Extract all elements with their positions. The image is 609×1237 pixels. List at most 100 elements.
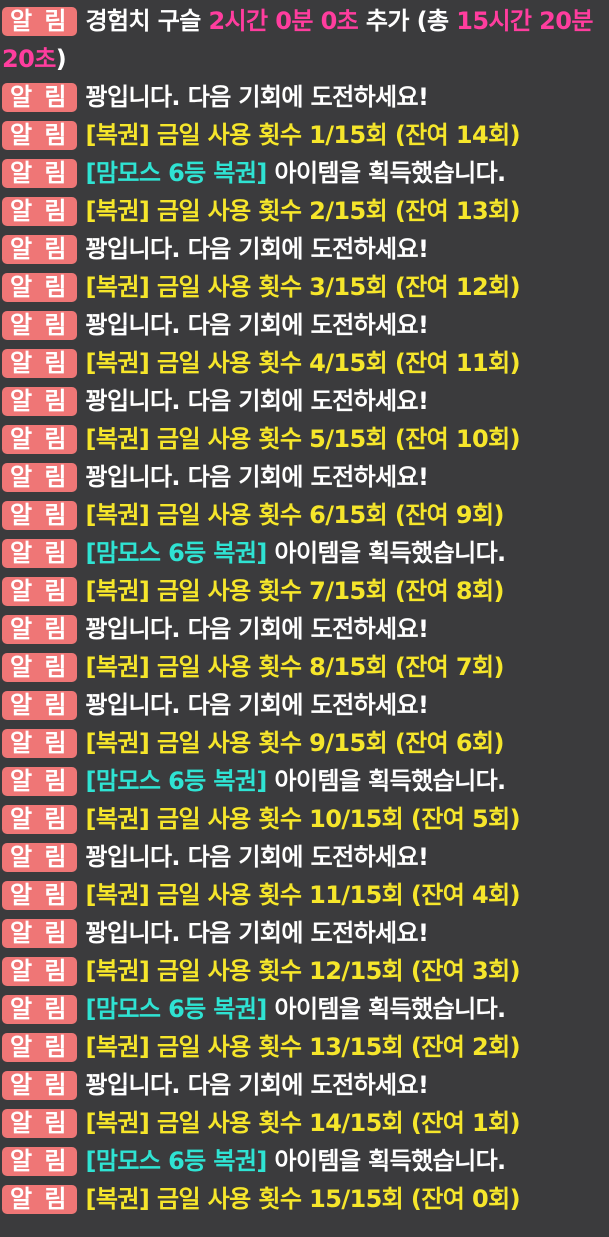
message-text: 꽝입니다. 다음 기회에 도전하세요! <box>85 691 429 719</box>
chat-message: 알 림 [복권] 금일 사용 횟수 13/15회 (잔여 2회) <box>2 1028 607 1066</box>
chat-message: 알 림 [맘모스 6등 복권] 아이템을 획득했습니다. <box>2 762 607 800</box>
message-text: [복권] 금일 사용 횟수 3/15회 (잔여 12회) <box>85 273 521 301</box>
message-text: 아이템을 획득했습니다. <box>266 767 507 795</box>
chat-message: 알 림 꽝입니다. 다음 기회에 도전하세요! <box>2 382 607 420</box>
chat-message: 알 림 [복권] 금일 사용 횟수 10/15회 (잔여 5회) <box>2 800 607 838</box>
chat-message: 알 림 꽝입니다. 다음 기회에 도전하세요! <box>2 1066 607 1104</box>
notice-badge: 알 림 <box>2 767 77 796</box>
notice-badge: 알 림 <box>2 159 77 188</box>
message-text: [맘모스 6등 복권] <box>85 995 268 1023</box>
notice-badge: 알 림 <box>2 463 77 492</box>
message-text: 꽝입니다. 다음 기회에 도전하세요! <box>85 311 429 339</box>
message-text: 꽝입니다. 다음 기회에 도전하세요! <box>85 919 429 947</box>
chat-message: 알 림 꽝입니다. 다음 기회에 도전하세요! <box>2 306 607 344</box>
message-text: 꽝입니다. 다음 기회에 도전하세요! <box>85 387 429 415</box>
chat-message: 알 림 꽝입니다. 다음 기회에 도전하세요! <box>2 914 607 952</box>
chat-message: 알 림 [맘모스 6등 복권] 아이템을 획득했습니다. <box>2 990 607 1028</box>
message-text: [복권] 금일 사용 횟수 7/15회 (잔여 8회) <box>85 577 505 605</box>
chat-message: 알 림 꽝입니다. 다음 기회에 도전하세요! <box>2 686 607 724</box>
message-text: 꽝입니다. 다음 기회에 도전하세요! <box>85 843 429 871</box>
chat-message: 알 림 [맘모스 6등 복권] 아이템을 획득했습니다. <box>2 154 607 192</box>
notice-badge: 알 림 <box>2 843 77 872</box>
chat-message: 알 림 경험치 구슬 2시간 0분 0초 추가 (총 15시간 20분 20초) <box>2 2 607 78</box>
chat-message: 알 림 꽝입니다. 다음 기회에 도전하세요! <box>2 78 607 116</box>
notice-badge: 알 림 <box>2 1185 77 1214</box>
notice-badge: 알 림 <box>2 805 77 834</box>
chat-message: 알 림 [복권] 금일 사용 횟수 14/15회 (잔여 1회) <box>2 1104 607 1142</box>
message-text: [맘모스 6등 복권] <box>85 1147 268 1175</box>
message-text: 2시간 0분 0초 <box>208 7 359 35</box>
chat-message: 알 림 꽝입니다. 다음 기회에 도전하세요! <box>2 838 607 876</box>
notice-badge: 알 림 <box>2 653 77 682</box>
notice-badge: 알 림 <box>2 235 77 264</box>
chat-message: 알 림 [복권] 금일 사용 횟수 4/15회 (잔여 11회) <box>2 344 607 382</box>
notice-badge: 알 림 <box>2 1071 77 1100</box>
notice-badge: 알 림 <box>2 311 77 340</box>
notice-badge: 알 림 <box>2 273 77 302</box>
notice-badge: 알 림 <box>2 83 77 112</box>
message-text: [맘모스 6등 복권] <box>85 539 268 567</box>
chat-message: 알 림 꽝입니다. 다음 기회에 도전하세요! <box>2 458 607 496</box>
chat-message: 알 림 [복권] 금일 사용 횟수 9/15회 (잔여 6회) <box>2 724 607 762</box>
message-text: 꽝입니다. 다음 기회에 도전하세요! <box>85 235 429 263</box>
message-text: [복권] 금일 사용 횟수 14/15회 (잔여 1회) <box>85 1109 521 1137</box>
notice-badge: 알 림 <box>2 501 77 530</box>
notice-badge: 알 림 <box>2 615 77 644</box>
chat-message: 알 림 [복권] 금일 사용 횟수 8/15회 (잔여 7회) <box>2 648 607 686</box>
notice-badge: 알 림 <box>2 729 77 758</box>
notice-badge: 알 림 <box>2 577 77 606</box>
message-text: [복권] 금일 사용 횟수 4/15회 (잔여 11회) <box>85 349 521 377</box>
message-text: 아이템을 획득했습니다. <box>266 159 507 187</box>
notice-badge: 알 림 <box>2 197 77 226</box>
chat-message: 알 림 [복권] 금일 사용 횟수 5/15회 (잔여 10회) <box>2 420 607 458</box>
message-text: 꽝입니다. 다음 기회에 도전하세요! <box>85 1071 429 1099</box>
message-text: 아이템을 획득했습니다. <box>266 995 507 1023</box>
message-text: [복권] 금일 사용 횟수 12/15회 (잔여 3회) <box>85 957 521 985</box>
notice-badge: 알 림 <box>2 1109 77 1138</box>
notice-badge: 알 림 <box>2 425 77 454</box>
chat-message: 알 림 [복권] 금일 사용 횟수 1/15회 (잔여 14회) <box>2 116 607 154</box>
message-text: [복권] 금일 사용 횟수 13/15회 (잔여 2회) <box>85 1033 521 1061</box>
message-text: [복권] 금일 사용 횟수 11/15회 (잔여 4회) <box>85 881 521 909</box>
message-text: 15시간 20분 20초 <box>2 7 601 73</box>
chat-message: 알 림 꽝입니다. 다음 기회에 도전하세요! <box>2 610 607 648</box>
message-text: [복권] 금일 사용 횟수 15/15회 (잔여 0회) <box>85 1185 521 1213</box>
notice-badge: 알 림 <box>2 995 77 1024</box>
message-text: [복권] 금일 사용 횟수 9/15회 (잔여 6회) <box>85 729 505 757</box>
message-text: 꽝입니다. 다음 기회에 도전하세요! <box>85 615 429 643</box>
chat-message: 알 림 [복권] 금일 사용 횟수 15/15회 (잔여 0회) <box>2 1180 607 1218</box>
notice-badge: 알 림 <box>2 1147 77 1176</box>
chat-message: 알 림 꽝입니다. 다음 기회에 도전하세요! <box>2 230 607 268</box>
notice-badge: 알 림 <box>2 7 77 36</box>
message-text: [복권] 금일 사용 횟수 1/15회 (잔여 14회) <box>85 121 521 149</box>
message-text: 경험치 구슬 <box>85 7 209 35</box>
chat-message: 알 림 [맘모스 6등 복권] 아이템을 획득했습니다. <box>2 534 607 572</box>
chat-message: 알 림 [복권] 금일 사용 횟수 11/15회 (잔여 4회) <box>2 876 607 914</box>
notice-badge: 알 림 <box>2 1033 77 1062</box>
message-text: [복권] 금일 사용 횟수 8/15회 (잔여 7회) <box>85 653 505 681</box>
chat-message: 알 림 [복권] 금일 사용 횟수 12/15회 (잔여 3회) <box>2 952 607 990</box>
chat-message: 알 림 [맘모스 6등 복권] 아이템을 획득했습니다. <box>2 1142 607 1180</box>
message-text: [맘모스 6등 복권] <box>85 159 268 187</box>
message-text: [맘모스 6등 복권] <box>85 767 268 795</box>
message-text: 추가 (총 <box>358 7 457 35</box>
notice-badge: 알 림 <box>2 121 77 150</box>
chat-message: 알 림 [복권] 금일 사용 횟수 3/15회 (잔여 12회) <box>2 268 607 306</box>
notice-badge: 알 림 <box>2 691 77 720</box>
notice-badge: 알 림 <box>2 539 77 568</box>
message-text: 꽝입니다. 다음 기회에 도전하세요! <box>85 463 429 491</box>
message-text: 아이템을 획득했습니다. <box>266 1147 507 1175</box>
message-text: [복권] 금일 사용 횟수 10/15회 (잔여 5회) <box>85 805 521 833</box>
notice-badge: 알 림 <box>2 387 77 416</box>
notice-badge: 알 림 <box>2 349 77 378</box>
message-text: ) <box>55 45 67 73</box>
chat-message: 알 림 [복권] 금일 사용 횟수 2/15회 (잔여 13회) <box>2 192 607 230</box>
message-text: [복권] 금일 사용 횟수 5/15회 (잔여 10회) <box>85 425 521 453</box>
chat-message: 알 림 [복권] 금일 사용 횟수 6/15회 (잔여 9회) <box>2 496 607 534</box>
message-text: [복권] 금일 사용 횟수 2/15회 (잔여 13회) <box>85 197 521 225</box>
chat-message: 알 림 [복권] 금일 사용 횟수 7/15회 (잔여 8회) <box>2 572 607 610</box>
notice-badge: 알 림 <box>2 957 77 986</box>
message-text: [복권] 금일 사용 횟수 6/15회 (잔여 9회) <box>85 501 505 529</box>
